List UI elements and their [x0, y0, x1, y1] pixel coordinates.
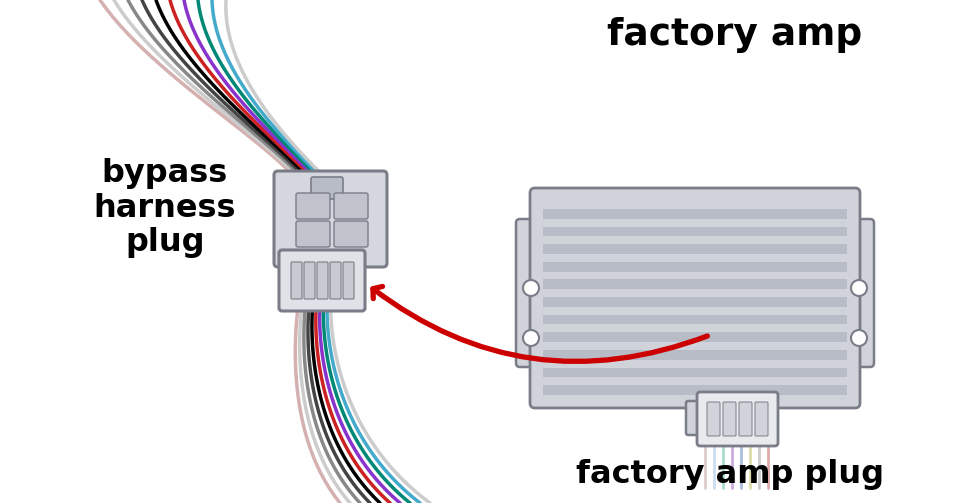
- FancyBboxPatch shape: [317, 262, 327, 299]
- FancyBboxPatch shape: [706, 402, 719, 436]
- Text: factory amp plug: factory amp plug: [575, 460, 883, 490]
- Bar: [542, 209, 846, 219]
- Bar: [542, 280, 846, 289]
- FancyBboxPatch shape: [343, 262, 354, 299]
- FancyBboxPatch shape: [530, 188, 859, 408]
- FancyBboxPatch shape: [722, 402, 736, 436]
- FancyBboxPatch shape: [334, 221, 367, 247]
- Bar: [542, 226, 846, 236]
- Bar: [542, 262, 846, 272]
- FancyBboxPatch shape: [304, 262, 315, 299]
- FancyBboxPatch shape: [739, 402, 751, 436]
- FancyBboxPatch shape: [334, 193, 367, 219]
- FancyBboxPatch shape: [278, 250, 364, 311]
- Circle shape: [523, 330, 538, 346]
- Bar: [542, 332, 846, 342]
- Bar: [542, 244, 846, 254]
- FancyBboxPatch shape: [685, 401, 744, 435]
- FancyBboxPatch shape: [296, 221, 329, 247]
- FancyBboxPatch shape: [329, 262, 341, 299]
- FancyBboxPatch shape: [311, 177, 343, 199]
- Circle shape: [850, 280, 867, 296]
- FancyBboxPatch shape: [296, 193, 329, 219]
- FancyBboxPatch shape: [291, 262, 302, 299]
- FancyBboxPatch shape: [697, 392, 778, 446]
- FancyBboxPatch shape: [274, 171, 387, 267]
- FancyBboxPatch shape: [754, 402, 767, 436]
- Bar: [542, 385, 846, 395]
- FancyBboxPatch shape: [516, 219, 545, 367]
- Bar: [542, 368, 846, 377]
- FancyBboxPatch shape: [843, 219, 873, 367]
- Text: factory amp: factory amp: [607, 17, 862, 53]
- Bar: [542, 350, 846, 360]
- Bar: [542, 297, 846, 307]
- Circle shape: [850, 330, 867, 346]
- Circle shape: [523, 280, 538, 296]
- Text: bypass
harness
plug: bypass harness plug: [94, 158, 236, 258]
- Bar: [542, 315, 846, 324]
